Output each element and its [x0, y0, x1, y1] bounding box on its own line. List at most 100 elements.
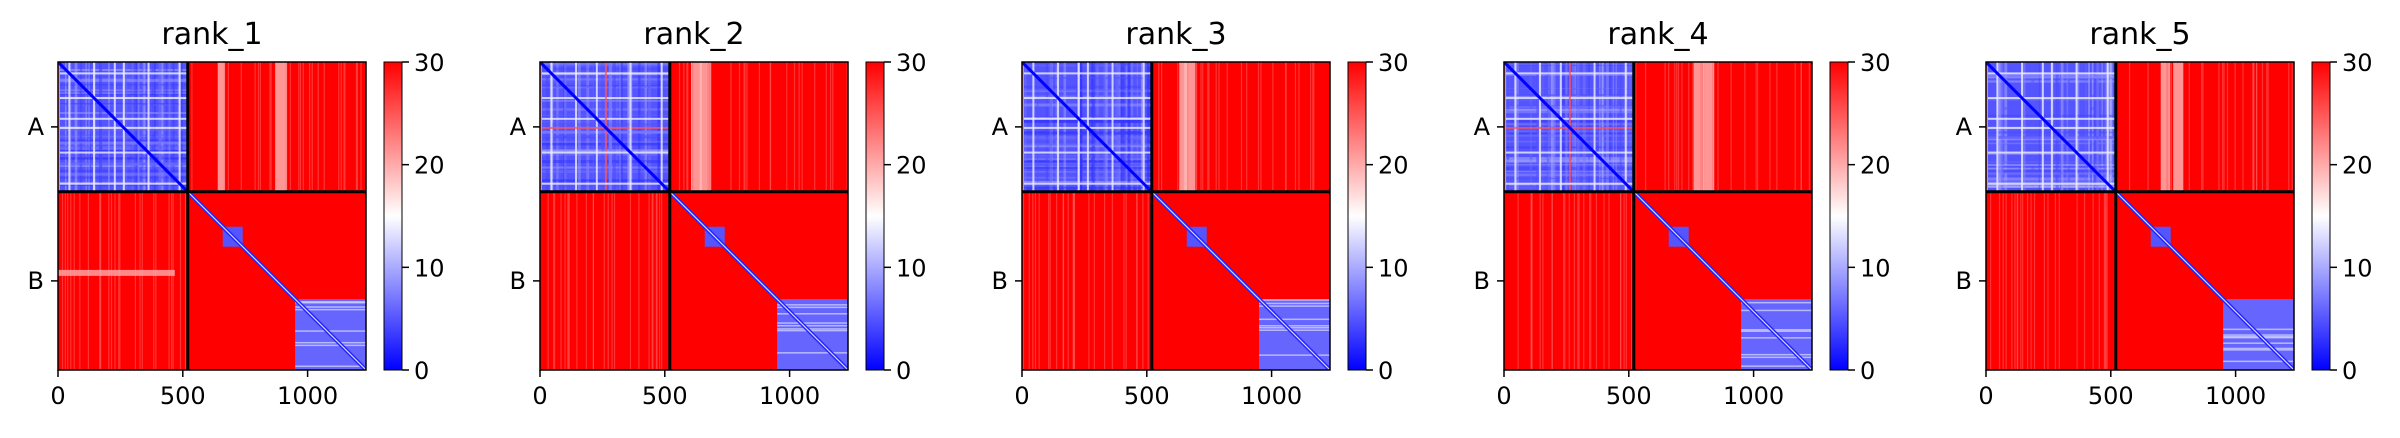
offdiag-texture	[1022, 191, 1025, 370]
offdiag-texture	[648, 191, 650, 370]
offdiag-texture	[355, 62, 358, 192]
diagonal-b-highlight	[187, 191, 366, 370]
offdiag-texture	[344, 62, 346, 192]
offdiag-texture	[2188, 62, 2190, 192]
offdiag-texture	[1776, 62, 1778, 192]
offdiag-texture	[119, 191, 121, 370]
offdiag-texture	[1808, 62, 1810, 192]
x-tick-label: 1000	[1723, 382, 1784, 410]
block-b-texture	[777, 324, 848, 327]
block-b-texture	[295, 341, 366, 344]
offdiag-texture	[108, 191, 110, 370]
block-a-line	[540, 182, 670, 185]
heatmap-image	[1022, 62, 1330, 370]
offdiag-stripe	[699, 62, 712, 192]
colorbar-tick-label: 30	[1860, 49, 1891, 77]
offdiag-texture	[170, 191, 173, 370]
offdiag-texture	[2167, 62, 2169, 192]
offdiag-texture	[67, 191, 69, 370]
offdiag-texture	[2105, 191, 2107, 370]
colorbar-tick-label: 20	[1860, 152, 1891, 180]
offdiag-texture	[2054, 191, 2057, 370]
offdiag-texture	[1664, 62, 1666, 192]
offdiag-texture	[302, 62, 304, 192]
offdiag-texture	[738, 62, 741, 192]
diagonal-a	[1986, 62, 2117, 193]
y-tick-label: B	[1474, 267, 1490, 295]
offdiag-texture	[114, 191, 116, 370]
offdiag-texture	[269, 62, 271, 192]
diagonal-a	[1022, 62, 1153, 193]
offdiag-stripe	[275, 62, 288, 192]
offdiag-texture	[1186, 62, 1189, 192]
heatmap-image	[540, 62, 848, 370]
offdiag-texture	[661, 191, 663, 370]
offdiag-texture	[585, 191, 588, 370]
offdiag-texture	[1635, 62, 1637, 192]
colorbar-tick-label: 20	[896, 152, 927, 180]
offdiag-texture	[692, 62, 694, 192]
offdiag-texture	[1568, 191, 1570, 370]
offdiag-texture	[568, 191, 570, 370]
offdiag-texture	[1072, 191, 1074, 370]
offdiag-texture	[285, 62, 287, 192]
plot-frame	[1503, 61, 1813, 371]
x-tick-label: 0	[50, 382, 65, 410]
offdiag-texture	[2011, 191, 2013, 370]
offdiag-texture	[227, 62, 229, 192]
block-b-texture	[777, 304, 848, 306]
offdiag-texture	[554, 191, 556, 370]
block-a-line	[1022, 151, 1152, 154]
offdiag-texture	[686, 62, 688, 192]
offdiag-texture	[1755, 62, 1757, 192]
offdiag-texture	[2058, 191, 2060, 370]
offdiag-texture	[1298, 62, 1300, 192]
diagonal-b-highlight	[1151, 191, 1330, 370]
offdiag-texture	[172, 191, 174, 370]
offdiag-stripe	[1184, 62, 1196, 192]
offdiag-texture	[323, 62, 325, 192]
block-b-texture	[1741, 301, 1812, 304]
colorbar-tick-label: 20	[2342, 152, 2373, 180]
offdiag-texture	[2242, 62, 2244, 192]
offdiag-texture	[1589, 191, 1591, 370]
offdiag-texture	[613, 191, 616, 370]
offdiag-texture	[1590, 191, 1592, 370]
offdiag-texture	[2223, 62, 2225, 192]
offdiag-texture	[99, 191, 101, 370]
offdiag-texture	[1272, 62, 1274, 192]
offdiag-texture	[1717, 62, 1719, 192]
offdiag-texture	[1517, 191, 1519, 370]
offdiag-texture	[730, 62, 732, 192]
offdiag-texture	[2147, 62, 2149, 192]
offdiag-texture	[1704, 62, 1706, 192]
offdiag-texture	[1158, 62, 1160, 192]
offdiag-texture	[134, 191, 137, 370]
offdiag-texture	[607, 191, 609, 370]
offdiag-texture	[2261, 62, 2264, 192]
block-a-line	[1504, 182, 1634, 185]
block-b-texture	[295, 344, 366, 347]
block-b-texture	[1259, 326, 1330, 329]
colorbar-gradient	[1829, 61, 1849, 371]
offdiag-stripe	[2160, 62, 2170, 192]
diagonal-b-highlight	[669, 191, 848, 370]
block-b-texture	[2223, 336, 2294, 339]
offdiag-texture	[2033, 191, 2036, 370]
offdiag-texture	[240, 62, 242, 192]
offdiag-texture	[254, 62, 256, 192]
colorbar-tick-label: 0	[1860, 357, 1875, 385]
offdiag-texture	[769, 62, 772, 192]
offdiag-texture	[1623, 191, 1625, 370]
offdiag-texture	[829, 62, 832, 192]
block-b-texture	[2223, 349, 2294, 351]
offdiag-texture	[746, 62, 748, 192]
block-a-edge	[1986, 62, 1988, 192]
panel-title: rank_1	[161, 17, 262, 52]
offdiag-texture	[1744, 62, 1746, 192]
y-tick-label: A	[1956, 113, 1973, 141]
block-b-texture	[1259, 318, 1330, 321]
offdiag-texture	[2226, 62, 2229, 192]
offdiag-texture	[707, 62, 709, 192]
offdiag-texture	[2253, 62, 2255, 192]
